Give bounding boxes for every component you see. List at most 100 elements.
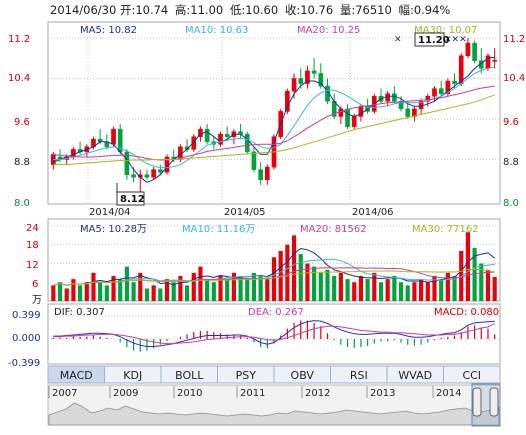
volume-bar bbox=[64, 288, 69, 301]
candle-body bbox=[224, 133, 230, 137]
date-tick: 2014/05 bbox=[224, 207, 266, 218]
tab-label: BOLL bbox=[175, 369, 204, 382]
candle-body bbox=[131, 174, 136, 178]
volume-bar bbox=[445, 272, 450, 301]
max-marker-icon: ✕✕✕ bbox=[444, 35, 467, 45]
overview-left-handle[interactable] bbox=[472, 387, 482, 417]
price-ma-lines bbox=[53, 56, 495, 183]
candle-body bbox=[492, 60, 497, 62]
date-axis: 2014/04 2014/05 2014/06 bbox=[89, 207, 394, 218]
volume-bar bbox=[131, 282, 136, 301]
tab-cci[interactable]: CCI bbox=[443, 365, 501, 384]
volume-bar bbox=[305, 263, 310, 301]
volume-bar bbox=[372, 272, 377, 301]
candle-body bbox=[351, 116, 357, 127]
volume-bar bbox=[271, 257, 277, 301]
macd-panel-frame bbox=[47, 303, 501, 365]
volume-bar bbox=[412, 282, 417, 301]
volume-bar bbox=[318, 272, 323, 301]
tab-label: CCI bbox=[462, 369, 481, 382]
candle-body bbox=[244, 133, 250, 153]
price-y-tick-right: 11.2 bbox=[503, 34, 525, 45]
dea-label: DEA: 0.267 bbox=[248, 307, 304, 318]
volume-bar bbox=[251, 272, 257, 301]
price-y-tick: 8.8 bbox=[14, 157, 30, 168]
volume-bar bbox=[452, 276, 457, 301]
candle-body bbox=[71, 149, 76, 158]
date-tick: 2014/04 bbox=[89, 207, 131, 218]
volume-bar bbox=[465, 232, 470, 301]
volume-bar bbox=[118, 279, 123, 301]
legend-ma20: MA20: 10.25 bbox=[297, 25, 360, 36]
legend-ma10: MA10: 10.63 bbox=[185, 25, 248, 36]
max-marker-icon: ✕ bbox=[394, 35, 402, 45]
tab-obv[interactable]: OBV bbox=[273, 365, 331, 384]
tab-kdj[interactable]: KDJ bbox=[104, 365, 162, 384]
vol-legend-ma5: MA5: 10.28万 bbox=[80, 224, 147, 235]
candle-body bbox=[385, 93, 390, 102]
price-y-axis-right: 11.2 10.4 9.6 8.8 8.0 bbox=[503, 34, 525, 209]
volume-bar bbox=[98, 282, 103, 301]
ma20-line bbox=[53, 85, 495, 161]
price-y-tick-right: 8.0 bbox=[503, 198, 519, 209]
tab-rsi[interactable]: RSI bbox=[330, 365, 388, 384]
candle-body bbox=[111, 128, 116, 145]
tab-label: OBV bbox=[291, 369, 315, 382]
volume-bar bbox=[111, 276, 116, 301]
volume-bar bbox=[405, 285, 410, 301]
tab-label: KDJ bbox=[123, 369, 142, 382]
volume-bar bbox=[338, 272, 343, 301]
candle-body bbox=[392, 93, 397, 102]
candle-body bbox=[438, 88, 444, 94]
overview-year-label: 2012 bbox=[305, 388, 330, 399]
candle-body bbox=[432, 88, 437, 97]
header-high-label: 高: bbox=[175, 3, 190, 17]
tab-psy[interactable]: PSY bbox=[217, 365, 275, 384]
volume-bar bbox=[432, 276, 437, 301]
candle-body bbox=[285, 90, 290, 112]
vol-y-tick: 6 bbox=[32, 279, 38, 290]
candle-body bbox=[405, 108, 411, 117]
overview-right-handle[interactable] bbox=[489, 387, 499, 417]
volume-bar bbox=[285, 244, 290, 301]
volume-bar bbox=[84, 282, 89, 301]
macd-y-tick: 0.000 bbox=[12, 333, 41, 344]
volume-bar bbox=[419, 279, 424, 301]
volume-bar bbox=[365, 279, 370, 301]
candle-body bbox=[465, 42, 471, 56]
header-chg-label: 幅: bbox=[398, 3, 413, 17]
price-y-tick-right: 8.8 bbox=[503, 157, 519, 168]
min-annotation: 8.12 bbox=[116, 183, 145, 206]
volume-bar bbox=[312, 266, 317, 301]
overview-history-line bbox=[48, 402, 500, 426]
candle-body bbox=[144, 174, 150, 178]
macd-y-tick: 0.399 bbox=[12, 310, 41, 321]
volume-bar bbox=[325, 269, 330, 301]
candle-body bbox=[311, 70, 317, 74]
tab-macd[interactable]: MACD bbox=[47, 365, 105, 384]
overview-year-label: 2007 bbox=[52, 388, 77, 399]
header-open: 10.74 bbox=[135, 3, 168, 17]
candle-body bbox=[151, 169, 156, 178]
volume-bar bbox=[205, 279, 210, 301]
dif-label: DIF: 0.307 bbox=[54, 307, 105, 318]
macd-y-tick: -0.399 bbox=[8, 358, 40, 369]
volume-bars bbox=[51, 232, 497, 301]
price-y-tick: 10.4 bbox=[8, 73, 30, 84]
tab-wvad[interactable]: WVAD bbox=[386, 365, 444, 384]
volume-bar bbox=[71, 279, 76, 301]
ma5-line bbox=[53, 56, 495, 183]
candle-body bbox=[452, 80, 457, 84]
volume-bar bbox=[385, 279, 390, 301]
volume-bar bbox=[332, 276, 337, 301]
volume-bar bbox=[398, 282, 404, 301]
volume-bar bbox=[144, 288, 150, 301]
volume-bar bbox=[171, 282, 176, 301]
price-y-tick-right: 9.6 bbox=[503, 117, 519, 128]
header-chg: 0.94% bbox=[414, 3, 451, 17]
volume-bar bbox=[178, 276, 183, 301]
tab-boll[interactable]: BOLL bbox=[160, 365, 218, 384]
indicator-tabs: MACD KDJ BOLL PSY OBV RSI WVAD CCI bbox=[47, 365, 501, 384]
volume-bar bbox=[358, 276, 363, 301]
